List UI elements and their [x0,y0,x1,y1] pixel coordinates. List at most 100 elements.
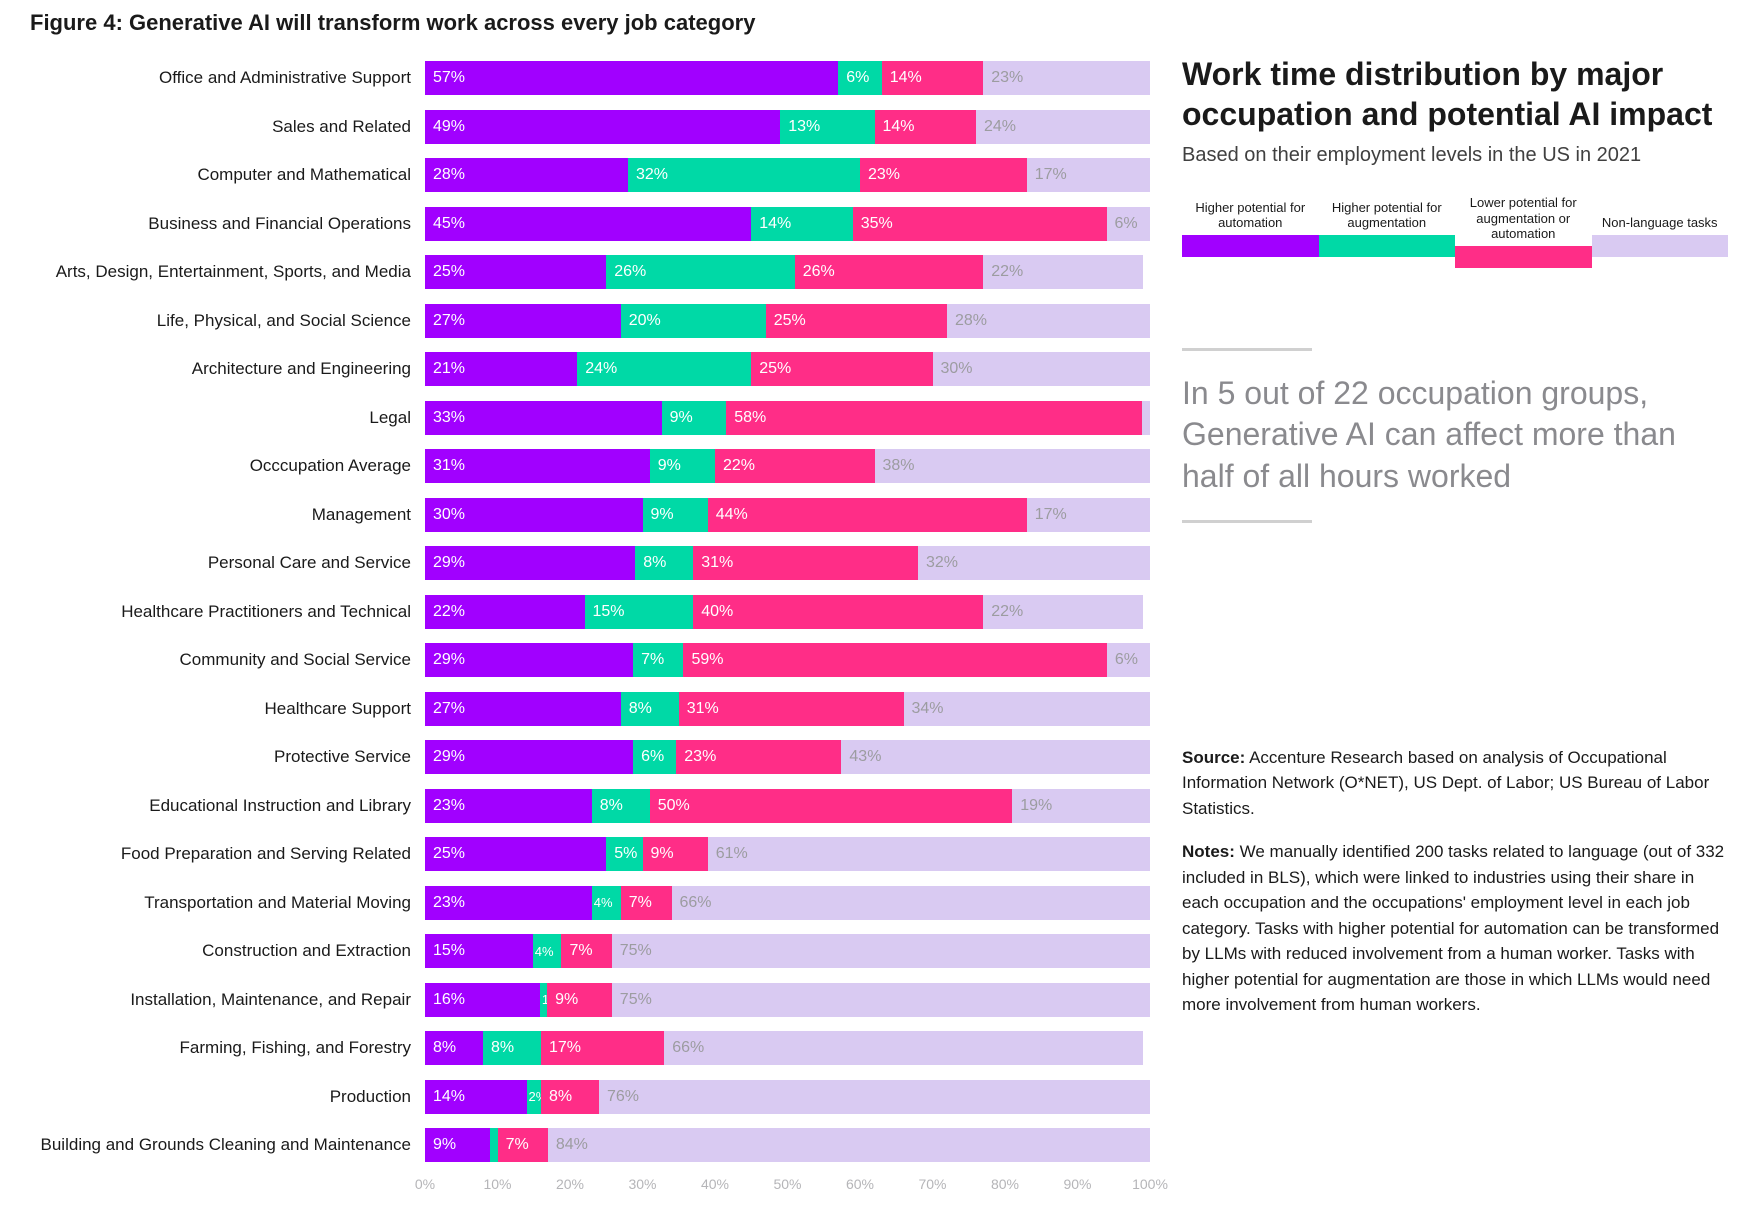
bar-segment-non_language: 6% [1107,207,1151,241]
bar-segment-automation: 22% [425,595,585,629]
bar-segment-non_language: 84% [548,1128,1150,1162]
bar-segment-non_language [1142,401,1150,435]
axis-tick: 20% [556,1176,584,1192]
bar-segment-lower_potential: 22% [715,449,875,483]
row-label: Protective Service [30,747,425,767]
bar-segment-lower_potential: 25% [766,304,947,338]
bar-track: 15%4%7%75% [425,934,1150,968]
bar-segment-lower_potential: 40% [693,595,983,629]
bar-segment-augmentation: 9% [650,449,715,483]
bar-segment-automation: 14% [425,1080,527,1114]
chart-row: Architecture and Engineering21%24%25%30% [30,345,1150,394]
bar-track: 27%20%25%28% [425,304,1150,338]
bar-segment-automation: 30% [425,498,643,532]
chart-row: Office and Administrative Support57%6%14… [30,54,1150,103]
bar-track: 57%6%14%23% [425,61,1150,95]
x-axis: 0%10%20%30%40%50%60%70%80%90%100% [425,1176,1150,1200]
bar-segment-automation: 28% [425,158,628,192]
axis-tick: 70% [918,1176,946,1192]
legend-swatch [1592,235,1729,257]
bar-track: 14%2%8%76% [425,1080,1150,1114]
bar-segment-automation: 9% [425,1128,490,1162]
bar-track: 21%24%25%30% [425,352,1150,386]
bar-track: 29%8%31%32% [425,546,1150,580]
legend: Higher potential for automationHigher po… [1182,195,1728,268]
bar-segment-lower_potential: 8% [541,1080,599,1114]
row-label: Life, Physical, and Social Science [30,311,425,331]
row-label: Building and Grounds Cleaning and Mainte… [30,1135,425,1155]
chart-row: Healthcare Support27%8%31%34% [30,685,1150,734]
bar-segment-automation: 27% [425,692,621,726]
bar-track: 23%4%7%66% [425,886,1150,920]
bar-segment-automation: 49% [425,110,780,144]
bar-track: 27%8%31%34% [425,692,1150,726]
legend-swatch [1319,235,1456,257]
sidebar-title: Work time distribution by major occupati… [1182,54,1728,134]
row-label: Installation, Maintenance, and Repair [30,990,425,1010]
bar-segment-lower_potential: 35% [853,207,1107,241]
notes-paragraph: Notes: We manually identified 200 tasks … [1182,839,1728,1018]
legend-swatch [1455,246,1592,268]
bar-track: 9%7%84% [425,1128,1150,1162]
chart-row: Installation, Maintenance, and Repair16%… [30,976,1150,1025]
bar-segment-lower_potential: 14% [882,61,984,95]
row-label: Construction and Extraction [30,941,425,961]
chart-row: Life, Physical, and Social Science27%20%… [30,297,1150,346]
bar-segment-automation: 21% [425,352,577,386]
bar-segment-lower_potential: 9% [643,837,708,871]
row-label: Sales and Related [30,117,425,137]
source-label: Source: [1182,748,1245,767]
row-label: Office and Administrative Support [30,68,425,88]
bar-segment-lower_potential: 23% [676,740,841,774]
legend-item-augmentation: Higher potential for augmentation [1319,195,1456,268]
bar-track: 31%9%22%38% [425,449,1150,483]
bar-segment-augmentation: 1% [540,983,547,1017]
bar-segment-automation: 29% [425,546,635,580]
chart-row: Sales and Related49%13%14%24% [30,103,1150,152]
legend-item-lower_potential: Lower potential for augmentation or auto… [1455,195,1592,268]
notes-label: Notes: [1182,842,1235,861]
chart-row: Personal Care and Service29%8%31%32% [30,539,1150,588]
bar-track: 29%7%59%6% [425,643,1150,677]
bar-segment-augmentation: 14% [751,207,853,241]
bar-track: 28%32%23%17% [425,158,1150,192]
axis-tick: 100% [1132,1176,1168,1192]
bar-segment-lower_potential: 31% [693,546,918,580]
bar-segment-augmentation: 24% [577,352,751,386]
bar-segment-augmentation: 32% [628,158,860,192]
bar-segment-lower_potential: 58% [726,401,1142,435]
bar-segment-lower_potential: 50% [650,789,1013,823]
axis-tick: 50% [773,1176,801,1192]
bar-track: 33%9%58% [425,401,1150,435]
bar-segment-automation: 29% [425,740,633,774]
bar-segment-non_language: 38% [875,449,1151,483]
bar-track: 23%8%50%19% [425,789,1150,823]
bar-segment-lower_potential: 7% [498,1128,548,1162]
notes-text: We manually identified 200 tasks related… [1182,842,1724,1014]
source-text: Accenture Research based on analysis of … [1182,748,1709,818]
chart-row: Occcupation Average31%9%22%38% [30,442,1150,491]
axis-tick: 40% [701,1176,729,1192]
figure-title: Figure 4: Generative AI will transform w… [30,10,1728,36]
row-label: Personal Care and Service [30,553,425,573]
bar-segment-augmentation: 4% [592,886,621,920]
bar-segment-automation: 45% [425,207,751,241]
bar-segment-lower_potential: 26% [795,255,984,289]
chart-row: Construction and Extraction15%4%7%75% [30,927,1150,976]
bar-track: 30%9%44%17% [425,498,1150,532]
row-label: Production [30,1087,425,1107]
bar-segment-automation: 16% [425,983,540,1017]
bar-segment-non_language: 43% [841,740,1150,774]
bar-segment-augmentation: 5% [606,837,642,871]
bar-segment-augmentation: 8% [635,546,693,580]
bar-segment-augmentation: 9% [662,401,727,435]
axis-tick: 60% [846,1176,874,1192]
bar-segment-non_language: 22% [983,595,1143,629]
axis-tick: 80% [991,1176,1019,1192]
chart-row: Farming, Fishing, and Forestry8%8%17%66% [30,1024,1150,1073]
bar-segment-augmentation: 7% [633,643,683,677]
bar-segment-augmentation: 13% [780,110,874,144]
bar-segment-augmentation: 4% [533,934,562,968]
chart-row: Arts, Design, Entertainment, Sports, and… [30,248,1150,297]
chart-row: Food Preparation and Serving Related25%5… [30,830,1150,879]
